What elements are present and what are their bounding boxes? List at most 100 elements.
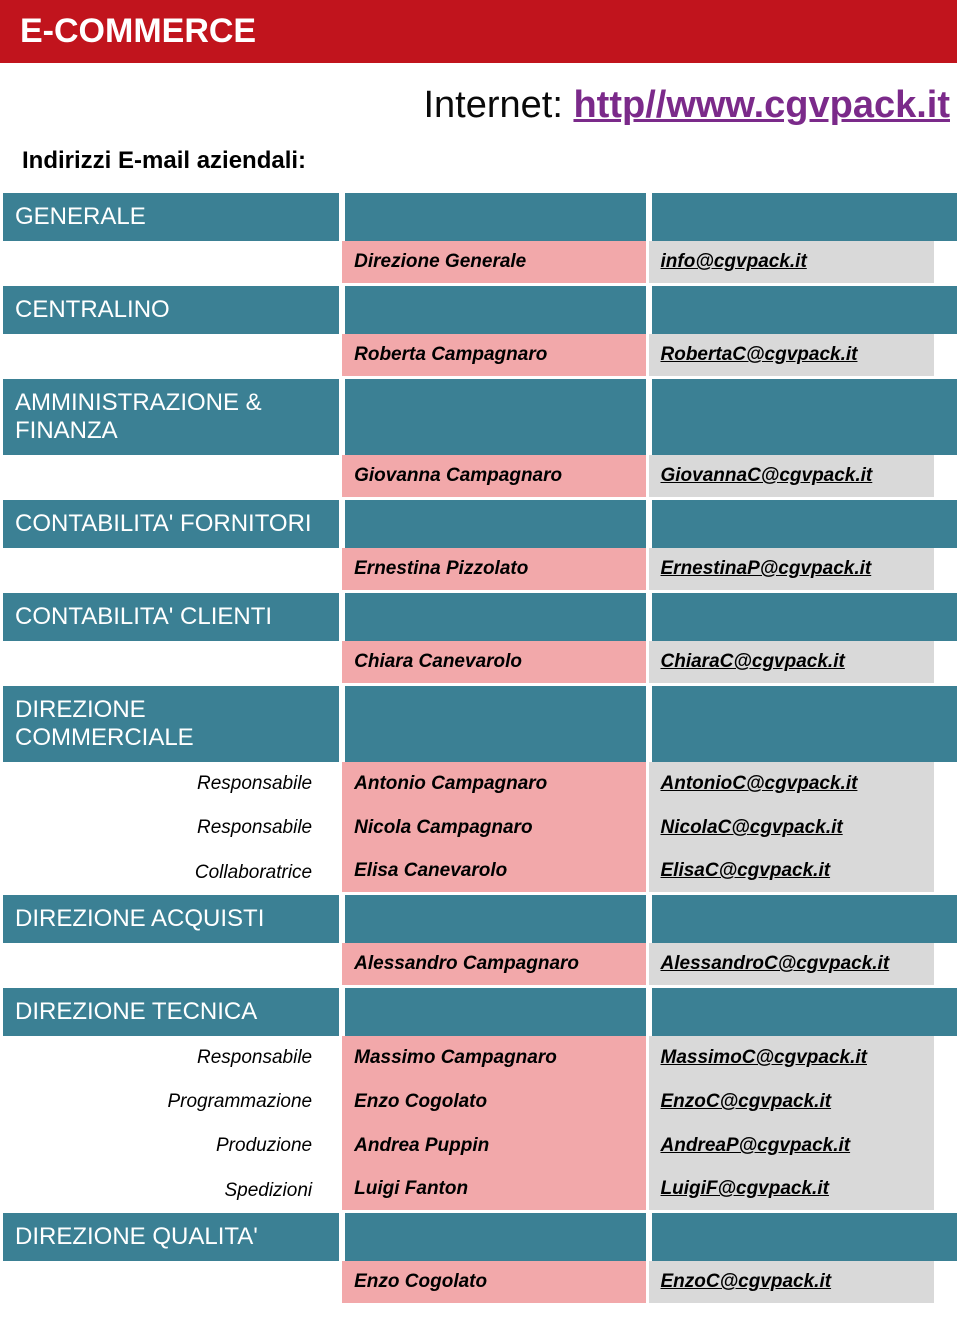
contact-name: Elisa Canevarolo: [342, 850, 648, 895]
row-pad: [934, 943, 960, 988]
contact-role: [0, 1261, 342, 1306]
section-title: CONTABILITA' FORNITORI: [0, 500, 342, 548]
contact-row: ResponsabileNicola CampagnaroNicolaC@cgv…: [0, 806, 960, 850]
contact-email[interactable]: ErnestinaP@cgvpack.it: [649, 548, 935, 593]
row-pad: [934, 1124, 960, 1168]
section-blank: [649, 193, 960, 241]
row-pad: [934, 1080, 960, 1124]
contact-name: Andrea Puppin: [342, 1124, 648, 1168]
contact-name: Chiara Canevarolo: [342, 641, 648, 686]
section-header-row: DIREZIONE COMMERCIALE: [0, 686, 960, 762]
contact-row: Chiara CanevaroloChiaraC@cgvpack.it: [0, 641, 960, 686]
row-pad: [934, 1168, 960, 1213]
contact-row: ProgrammazioneEnzo CogolatoEnzoC@cgvpack…: [0, 1080, 960, 1124]
section-blank: [649, 988, 960, 1036]
section-title: CENTRALINO: [0, 286, 342, 334]
contact-name: Direzione Generale: [342, 241, 648, 286]
contact-name: Giovanna Campagnaro: [342, 455, 648, 500]
directory-table: GENERALEDirezione Generaleinfo@cgvpack.i…: [0, 193, 960, 1306]
contact-email[interactable]: NicolaC@cgvpack.it: [649, 806, 935, 850]
section-blank: [342, 895, 648, 943]
section-header-row: DIREZIONE ACQUISTI: [0, 895, 960, 943]
contact-row: Giovanna CampagnaroGiovannaC@cgvpack.it: [0, 455, 960, 500]
contact-row: ResponsabileMassimo CampagnaroMassimoC@c…: [0, 1036, 960, 1080]
section-title: AMMINISTRAZIONE & FINANZA: [0, 379, 342, 455]
contact-name: Alessandro Campagnaro: [342, 943, 648, 988]
contact-row: Alessandro CampagnaroAlessandroC@cgvpack…: [0, 943, 960, 988]
contact-row: Direzione Generaleinfo@cgvpack.it: [0, 241, 960, 286]
contact-role: Collaboratrice: [0, 850, 342, 895]
section-blank: [342, 686, 648, 762]
contact-name: Roberta Campagnaro: [342, 334, 648, 379]
row-pad: [934, 241, 960, 286]
section-header-row: DIREZIONE QUALITA': [0, 1213, 960, 1261]
internet-line: Internet: http//www.cgvpack.it: [0, 66, 960, 137]
section-header-row: CONTABILITA' CLIENTI: [0, 593, 960, 641]
section-blank: [649, 686, 960, 762]
section-header-row: CONTABILITA' FORNITORI: [0, 500, 960, 548]
contact-role: Spedizioni: [0, 1168, 342, 1213]
section-blank: [649, 593, 960, 641]
contact-name: Luigi Fanton: [342, 1168, 648, 1213]
section-blank: [342, 1213, 648, 1261]
contact-role: [0, 241, 342, 286]
section-blank: [342, 500, 648, 548]
contact-row: ProduzioneAndrea PuppinAndreaP@cgvpack.i…: [0, 1124, 960, 1168]
row-pad: [934, 1036, 960, 1080]
contact-role: [0, 548, 342, 593]
section-title: DIREZIONE QUALITA': [0, 1213, 342, 1261]
contact-role: Programmazione: [0, 1080, 342, 1124]
section-blank: [342, 286, 648, 334]
internet-label: Internet:: [423, 84, 573, 126]
section-header-row: CENTRALINO: [0, 286, 960, 334]
email-list-heading: Indirizzi E-mail aziendali:: [0, 137, 960, 193]
page-header: E-COMMERCE: [0, 0, 960, 66]
section-header-row: AMMINISTRAZIONE & FINANZA: [0, 379, 960, 455]
row-pad: [934, 1261, 960, 1306]
contact-row: Enzo CogolatoEnzoC@cgvpack.it: [0, 1261, 960, 1306]
section-blank: [342, 379, 648, 455]
row-pad: [934, 641, 960, 686]
section-title: DIREZIONE COMMERCIALE: [0, 686, 342, 762]
contact-role: [0, 455, 342, 500]
row-pad: [934, 762, 960, 806]
contact-role: [0, 943, 342, 988]
contact-email[interactable]: AndreaP@cgvpack.it: [649, 1124, 935, 1168]
contact-email[interactable]: AntonioC@cgvpack.it: [649, 762, 935, 806]
contact-email[interactable]: MassimoC@cgvpack.it: [649, 1036, 935, 1080]
section-blank: [649, 1213, 960, 1261]
section-title: DIREZIONE TECNICA: [0, 988, 342, 1036]
contact-email[interactable]: EnzoC@cgvpack.it: [649, 1261, 935, 1306]
contact-role: Responsabile: [0, 1036, 342, 1080]
section-blank: [649, 379, 960, 455]
contact-role: [0, 334, 342, 379]
contact-role: Produzione: [0, 1124, 342, 1168]
section-title: DIREZIONE ACQUISTI: [0, 895, 342, 943]
contact-email[interactable]: AlessandroC@cgvpack.it: [649, 943, 935, 988]
contact-email[interactable]: info@cgvpack.it: [649, 241, 935, 286]
contact-email[interactable]: GiovannaC@cgvpack.it: [649, 455, 935, 500]
contact-row: Roberta CampagnaroRobertaC@cgvpack.it: [0, 334, 960, 379]
contact-name: Massimo Campagnaro: [342, 1036, 648, 1080]
contact-name: Nicola Campagnaro: [342, 806, 648, 850]
contact-name: Enzo Cogolato: [342, 1080, 648, 1124]
section-header-row: GENERALE: [0, 193, 960, 241]
contact-email[interactable]: EnzoC@cgvpack.it: [649, 1080, 935, 1124]
internet-url[interactable]: http//www.cgvpack.it: [573, 84, 950, 126]
section-blank: [342, 593, 648, 641]
section-blank: [342, 193, 648, 241]
section-header-row: DIREZIONE TECNICA: [0, 988, 960, 1036]
contact-email[interactable]: ElisaC@cgvpack.it: [649, 850, 935, 895]
contact-role: [0, 641, 342, 686]
row-pad: [934, 455, 960, 500]
contact-email[interactable]: RobertaC@cgvpack.it: [649, 334, 935, 379]
section-blank: [649, 286, 960, 334]
contact-name: Antonio Campagnaro: [342, 762, 648, 806]
row-pad: [934, 850, 960, 895]
contact-name: Ernestina Pizzolato: [342, 548, 648, 593]
contact-row: CollaboratriceElisa CanevaroloElisaC@cgv…: [0, 850, 960, 895]
contact-email[interactable]: LuigiF@cgvpack.it: [649, 1168, 935, 1213]
contact-email[interactable]: ChiaraC@cgvpack.it: [649, 641, 935, 686]
row-pad: [934, 548, 960, 593]
section-blank: [342, 988, 648, 1036]
